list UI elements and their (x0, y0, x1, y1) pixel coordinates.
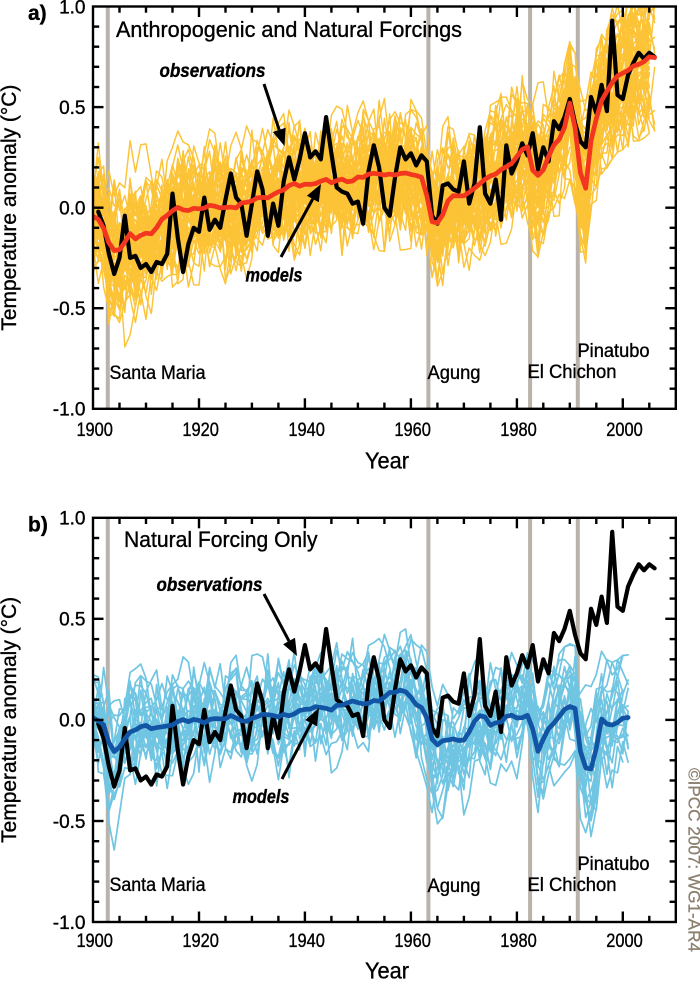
svg-text:0.0: 0.0 (59, 711, 85, 732)
svg-text:Pinatubo: Pinatubo (578, 854, 650, 875)
svg-text:Temperature anomaly (°C): Temperature anomaly (°C) (0, 85, 21, 331)
svg-text:1.0: 1.0 (59, 509, 85, 530)
svg-text:Agung: Agung (428, 363, 481, 384)
svg-text:Agung: Agung (428, 876, 481, 897)
svg-text:Santa Maria: Santa Maria (110, 363, 206, 384)
svg-text:0.5: 0.5 (59, 610, 85, 631)
svg-text:1980: 1980 (500, 420, 537, 441)
svg-text:b): b) (28, 514, 48, 537)
svg-text:Temperature anomaly (°C): Temperature anomaly (°C) (0, 597, 21, 843)
svg-text:Pinatubo: Pinatubo (578, 341, 650, 362)
svg-text:observations: observations (160, 61, 266, 82)
svg-text:0.0: 0.0 (59, 198, 85, 219)
svg-text:Year: Year (365, 957, 409, 979)
svg-text:Anthropogenic and Natural Forc: Anthropogenic and Natural Forcings (116, 17, 462, 42)
svg-text:2000: 2000 (606, 931, 643, 952)
svg-text:1920: 1920 (182, 931, 219, 952)
svg-text:models: models (233, 787, 290, 808)
svg-text:Santa Maria: Santa Maria (110, 875, 206, 896)
svg-text:1960: 1960 (394, 931, 431, 952)
svg-text:1940: 1940 (288, 931, 325, 952)
svg-text:Natural Forcing Only: Natural Forcing Only (124, 527, 318, 552)
svg-text:models: models (246, 266, 303, 287)
svg-text:El Chichon: El Chichon (528, 362, 617, 383)
svg-text:1980: 1980 (500, 931, 537, 952)
svg-text:1900: 1900 (76, 420, 113, 441)
svg-text:-1.0: -1.0 (53, 400, 86, 421)
svg-text:1960: 1960 (394, 420, 431, 441)
svg-text:2000: 2000 (606, 420, 643, 441)
svg-text:1920: 1920 (182, 420, 219, 441)
svg-text:0.5: 0.5 (59, 98, 85, 119)
svg-text:©IPCC 2007: WG1-AR4: ©IPCC 2007: WG1-AR4 (685, 768, 700, 952)
svg-text:observations: observations (157, 575, 263, 596)
svg-text:1900: 1900 (76, 931, 113, 952)
svg-text:1940: 1940 (288, 420, 325, 441)
svg-text:Year: Year (365, 448, 409, 474)
svg-text:a): a) (28, 2, 47, 25)
svg-text:-0.5: -0.5 (53, 299, 86, 320)
svg-text:El Chichon: El Chichon (528, 875, 617, 896)
svg-text:1.0: 1.0 (59, 0, 85, 18)
svg-text:-0.5: -0.5 (53, 812, 86, 833)
